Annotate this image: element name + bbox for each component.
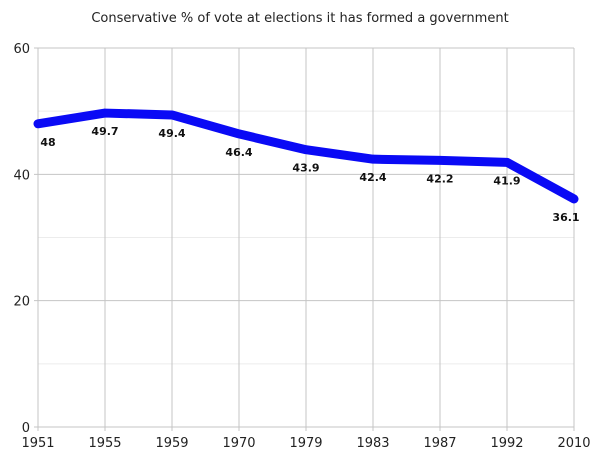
data-label: 48 [40,136,55,149]
data-label: 49.4 [158,127,185,140]
data-labels: 48 49.7 49.4 46.4 43.9 42.4 42.2 41.9 36.1 [40,125,579,224]
axis-labels: 0 20 40 60 1951 1955 1959 1970 1979 1983 1987 1992 2… [13,42,590,451]
y-tick-label: 20 [13,295,30,310]
data-label: 42.4 [359,171,386,184]
data-label: 46.4 [225,146,252,159]
x-tick-label: 1979 [289,436,322,451]
series [33,108,579,204]
y-tick-label: 40 [13,168,30,183]
data-label: 36.1 [552,211,579,224]
chart-title: Conservative % of vote at elections it h… [91,11,508,26]
data-label: 43.9 [292,162,319,175]
x-tick-label: 1992 [490,436,523,451]
x-tick-label: 1987 [423,436,456,451]
x-tick-label: 1970 [222,436,255,451]
grid [34,47,575,431]
x-tick-label: 1983 [356,436,389,451]
x-tick-label: 2010 [557,436,590,451]
data-label: 49.7 [91,125,118,138]
data-label: 41.9 [493,174,520,187]
y-tick-label: 60 [13,42,30,57]
x-tick-label: 1955 [88,436,121,451]
data-label: 42.2 [426,172,453,185]
x-tick-label: 1959 [155,436,188,451]
x-tick-label: 1951 [21,436,54,451]
y-tick-label: 0 [22,421,30,436]
